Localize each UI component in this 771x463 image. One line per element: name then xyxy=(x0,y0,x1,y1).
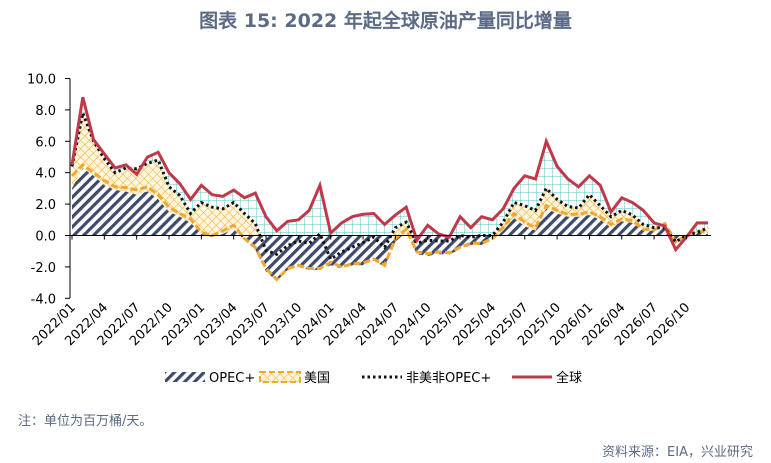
y-tick-label: 10.0 xyxy=(27,73,56,88)
legend-label: 非美非OPEC+ xyxy=(406,371,491,386)
global-line xyxy=(70,96,708,253)
source-note: 资料来源：EIA，兴业研究 xyxy=(602,445,753,460)
legend-label: 美国 xyxy=(304,371,330,386)
legend-item: OPEC+ xyxy=(165,371,255,386)
legend-label: 全球 xyxy=(556,370,582,386)
global-gap-area xyxy=(72,97,708,260)
chart-title: 图表 15: 2022 年起全球原油产量同比增量 xyxy=(199,10,572,32)
y-tick-label: -2.0 xyxy=(31,261,56,276)
y-tick-label: 4.0 xyxy=(35,167,56,182)
legend-item: 全球 xyxy=(512,370,582,386)
us-line xyxy=(70,162,709,282)
legend-item: 美国 xyxy=(259,371,330,386)
legend-item: 非美非OPEC+ xyxy=(362,371,491,386)
legend-label: OPEC+ xyxy=(209,371,255,386)
y-tick-label: 0.0 xyxy=(35,230,56,245)
legend-swatch-us xyxy=(259,371,301,383)
legend-swatch-opec xyxy=(165,372,205,382)
y-tick-label: -4.0 xyxy=(31,292,56,307)
non-us-non-opec-line xyxy=(70,107,709,262)
y-tick-label: 6.0 xyxy=(35,135,56,150)
y-tick-label: 2.0 xyxy=(35,198,56,213)
y-tick-label: 8.0 xyxy=(35,104,56,119)
opec-area xyxy=(72,168,708,281)
unit-note: 注：单位为百万桶/天。 xyxy=(18,414,153,429)
